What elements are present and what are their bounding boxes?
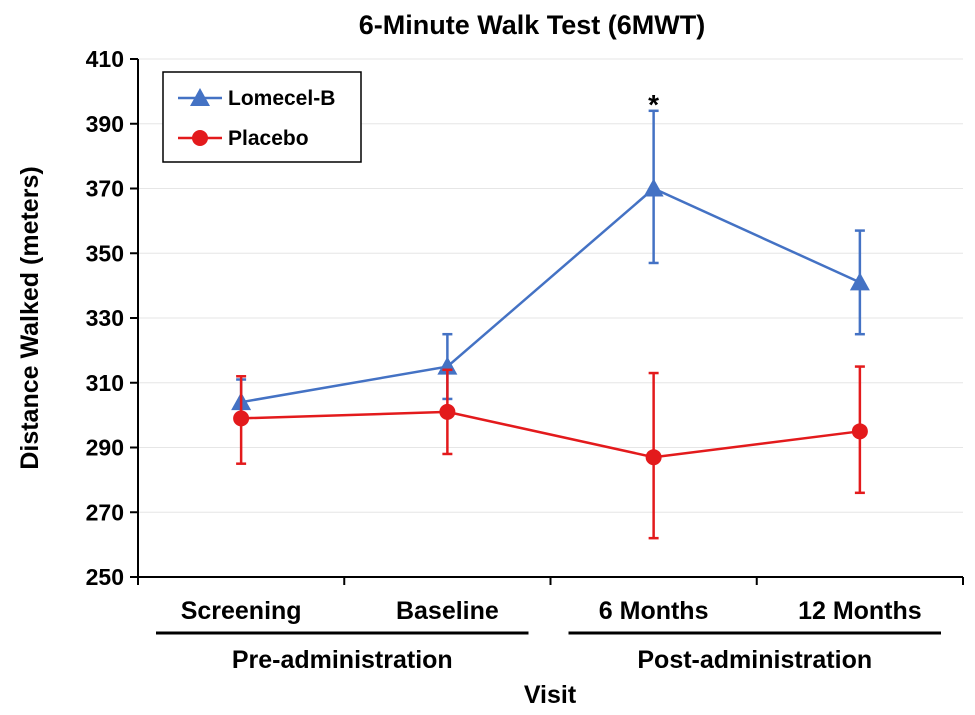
series-line	[240, 187, 861, 404]
x-axis-ticks	[137, 577, 964, 585]
series-line	[241, 410, 861, 459]
legend-marker-lomecel-b	[190, 88, 210, 106]
group-label: Pre-administration	[232, 646, 453, 674]
series-placebo	[233, 365, 868, 540]
data-point	[233, 410, 250, 427]
series-layer	[231, 109, 870, 540]
legend: Lomecel-B Placebo	[162, 71, 362, 163]
data-point	[439, 403, 456, 420]
category-label: Baseline	[396, 597, 499, 625]
group-label: Post-administration	[637, 646, 872, 674]
category-label: Screening	[181, 597, 302, 625]
y-tick-label: 250	[86, 564, 124, 590]
data-point	[849, 272, 870, 291]
y-tick-label: 350	[86, 240, 124, 266]
y-tick-label: 370	[86, 176, 124, 202]
chart-title: 6-Minute Walk Test (6MWT)	[359, 10, 706, 40]
y-axis-label: Distance Walked (meters)	[16, 166, 44, 469]
x-axis-label: Visit	[524, 681, 577, 709]
category-groups: Pre-administration Post-administration	[156, 631, 941, 674]
category-label: 6 Months	[599, 597, 709, 625]
y-tick-label: 290	[86, 435, 124, 461]
y-tick-label: 310	[86, 370, 124, 396]
category-label: 12 Months	[798, 597, 922, 625]
data-point	[643, 178, 664, 197]
legend-box	[162, 71, 362, 163]
legend-marker-placebo	[192, 130, 208, 146]
legend-label-lomecel-b: Lomecel-B	[228, 87, 335, 110]
category-labels: Screening Baseline 6 Months 12 Months	[181, 597, 922, 625]
significance-marker: *	[648, 89, 659, 120]
y-tick-label: 410	[86, 46, 124, 72]
data-point	[851, 423, 868, 440]
y-tick-label: 390	[86, 111, 124, 137]
y-tick-label: 270	[86, 499, 124, 525]
y-tick-label: 330	[86, 305, 124, 331]
annotations: *	[648, 89, 659, 120]
y-axis-ticks: 250 270 290 310 330 350 370 390 410	[86, 46, 138, 590]
data-point	[645, 449, 662, 466]
legend-label-placebo: Placebo	[228, 127, 309, 150]
